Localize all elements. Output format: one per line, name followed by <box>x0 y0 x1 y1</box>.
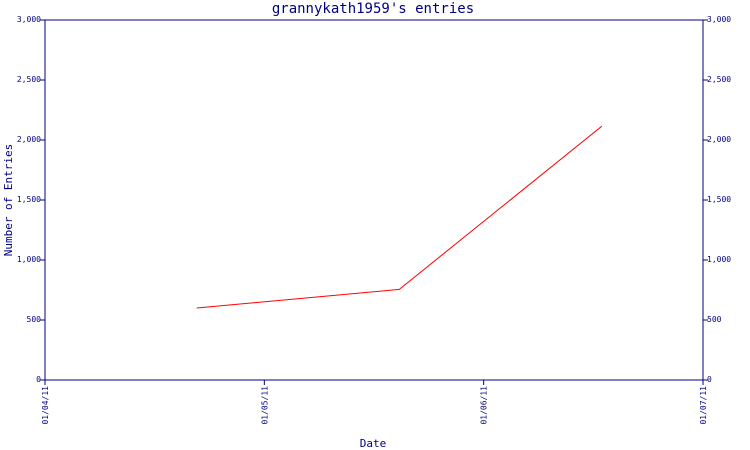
y-tick-label-left: 500 <box>27 315 42 324</box>
x-axis: 01/04/11 01/05/11 01/06/11 01/07/11 <box>41 380 708 425</box>
y-tick-label-right: 2,500 <box>707 75 731 84</box>
x-axis-label: Date <box>360 437 387 450</box>
y-tick-label-right: 0 <box>707 375 712 384</box>
y-tick-label-left: 1,500 <box>17 195 41 204</box>
y-axis-label: Number of Entries <box>2 144 15 257</box>
x-tick-label: 01/05/11 <box>260 386 269 425</box>
y-tick-label-left: 3,000 <box>17 15 41 24</box>
y-axis-left: 0 500 1,000 1,500 2,000 2,500 3,000 <box>17 15 45 384</box>
y-tick-label-right: 500 <box>707 315 722 324</box>
y-tick-label-left: 1,000 <box>17 255 41 264</box>
y-tick-label-left: 2,500 <box>17 75 41 84</box>
x-tick-label: 01/06/11 <box>480 386 489 425</box>
series-line <box>196 125 603 309</box>
y-tick-label-right: 3,000 <box>707 15 731 24</box>
y-tick-label-left: 0 <box>36 375 41 384</box>
x-tick-label: 01/04/11 <box>41 386 50 425</box>
y-tick-label-right: 1,500 <box>707 195 731 204</box>
y-tick-label-left: 2,000 <box>17 135 41 144</box>
chart-title: grannykath1959's entries <box>272 1 474 17</box>
y-tick-label-right: 1,000 <box>707 255 731 264</box>
y-tick-label-right: 2,000 <box>707 135 731 144</box>
x-tick-label: 01/07/11 <box>699 386 708 425</box>
y-axis-right: 0 500 1,000 1,500 2,000 2,500 3,000 <box>703 15 731 384</box>
series-layer <box>196 125 603 309</box>
